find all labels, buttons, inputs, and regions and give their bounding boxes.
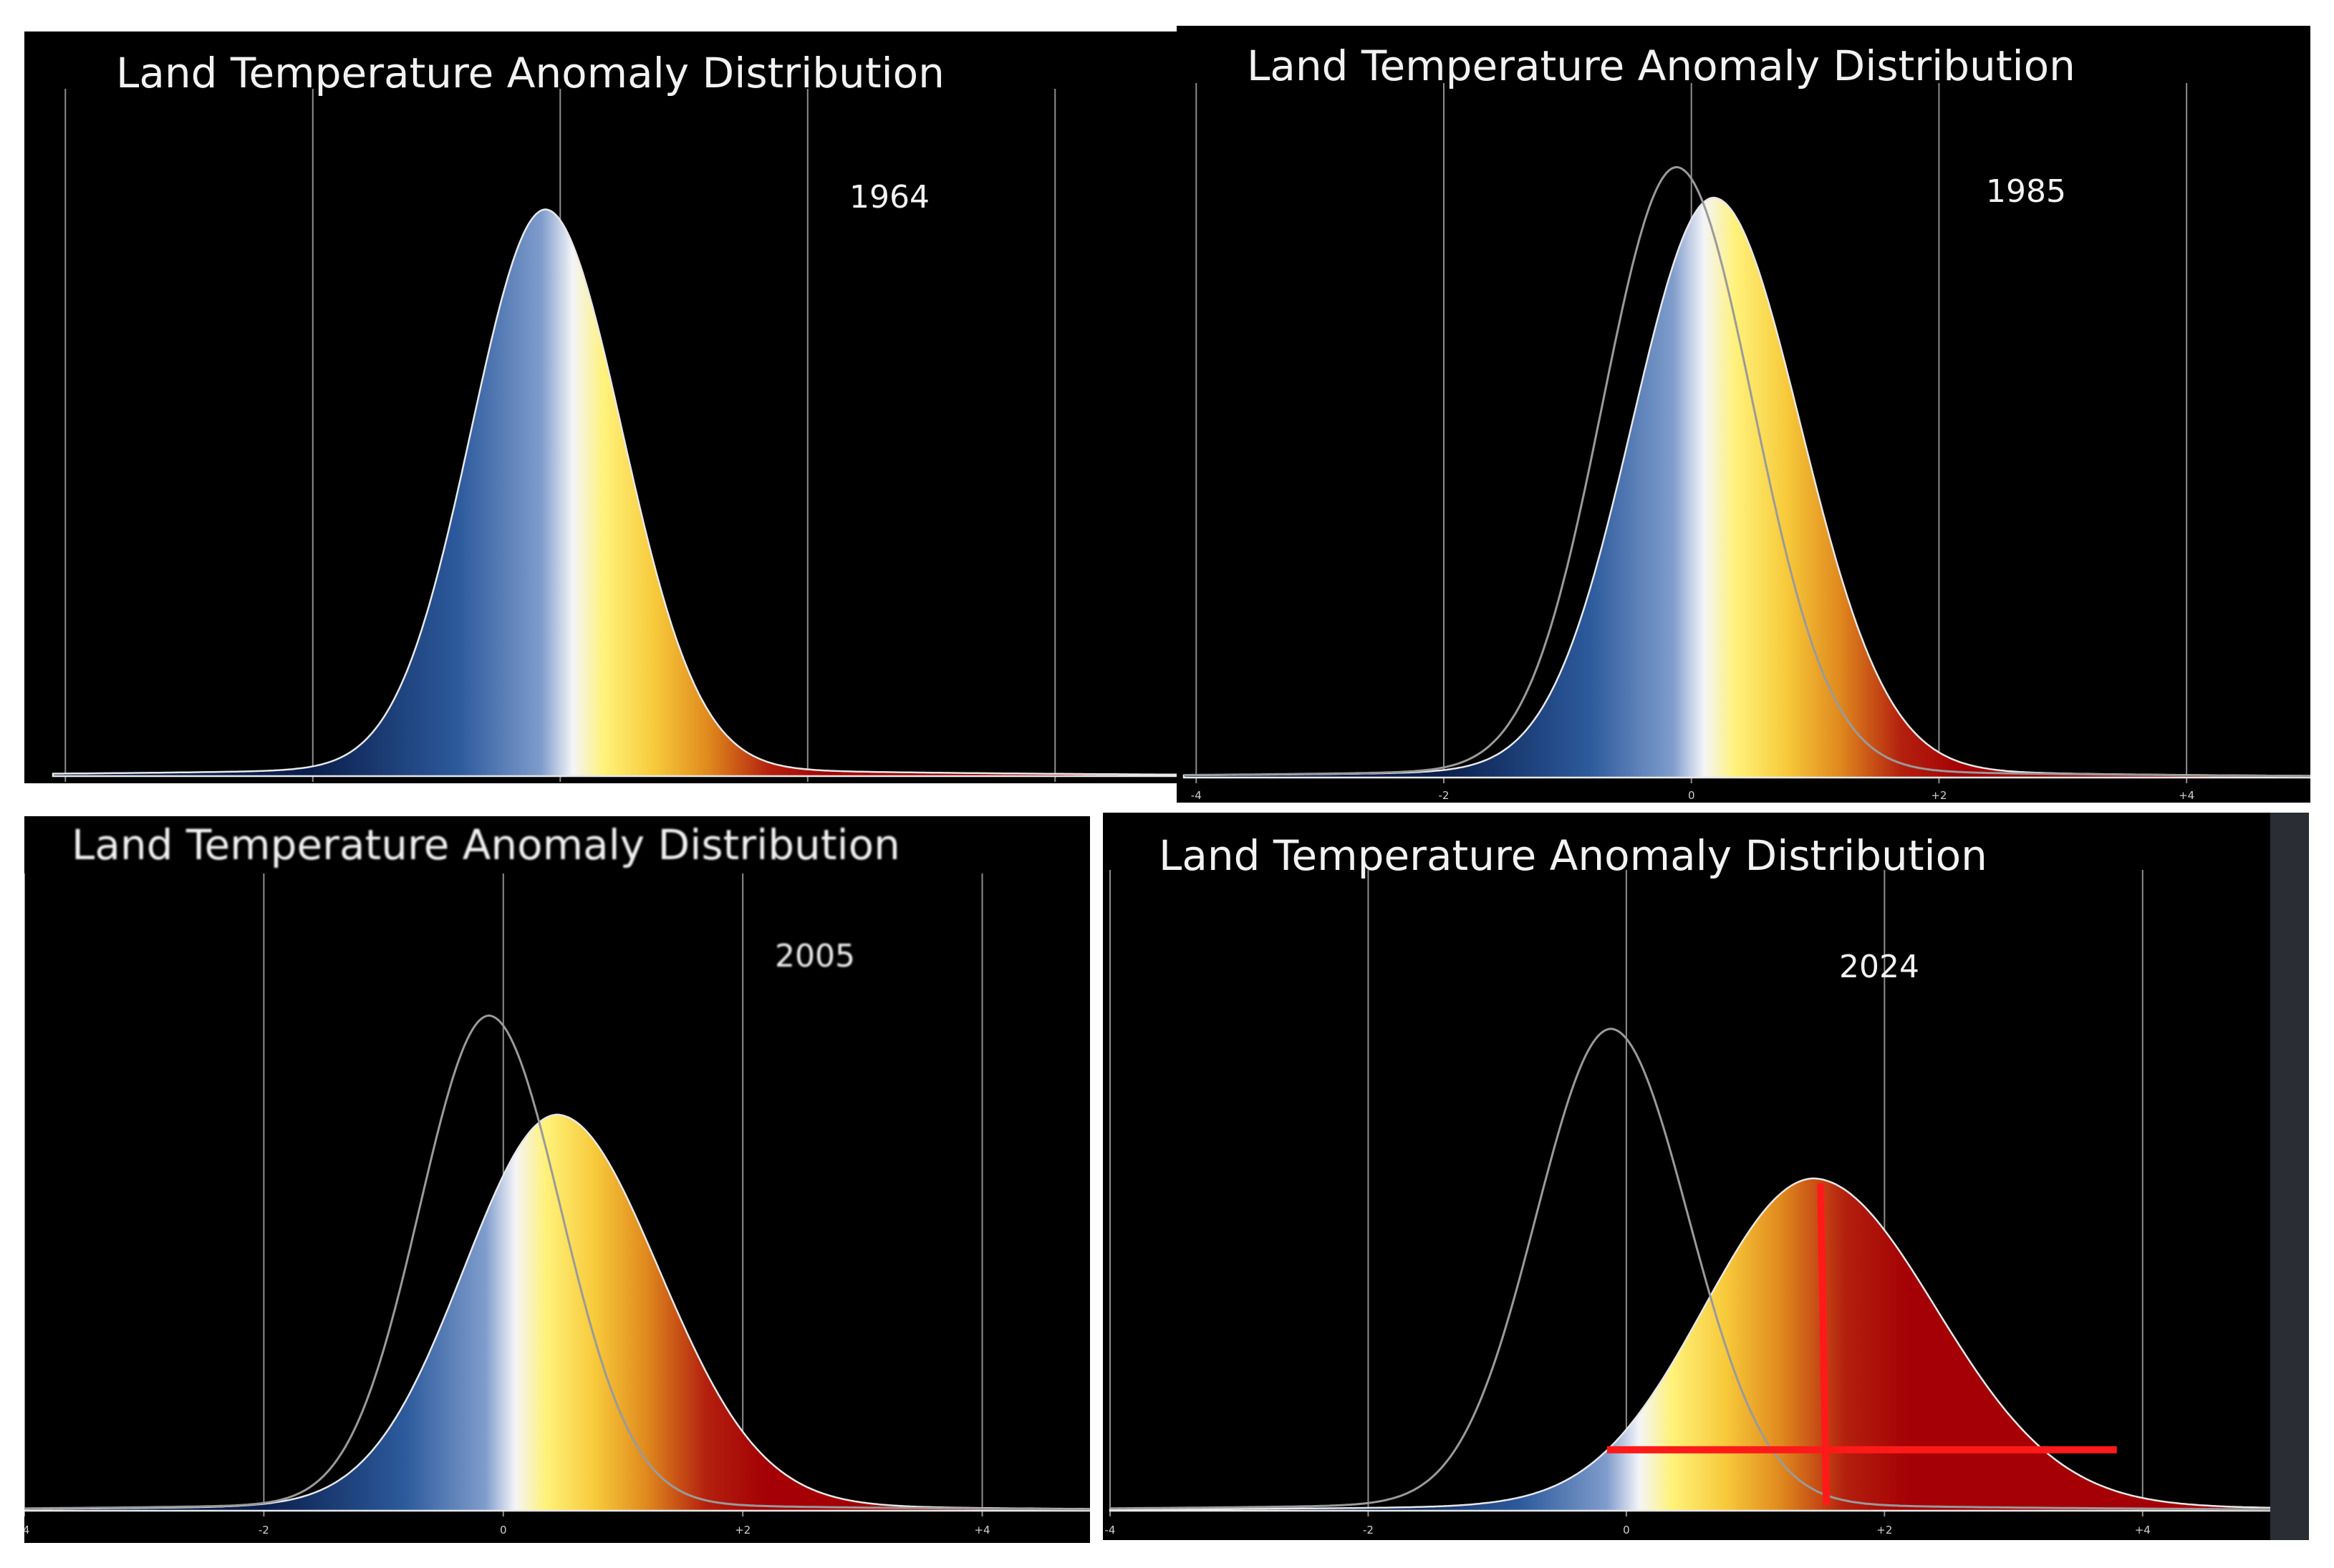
- tick-label: +2: [1931, 789, 1947, 802]
- year-label: 1964: [849, 179, 930, 216]
- distribution-area: [24, 1113, 1090, 1512]
- tick-label: 0: [500, 1524, 507, 1536]
- distribution-area: [1182, 196, 2310, 779]
- tick-label: -4: [1105, 1524, 1116, 1536]
- panel-1985: -4 -2 0 +2 +4 Land Temperature Anomaly Distr…: [1177, 26, 2310, 803]
- chart-title: Land Temperature Anomaly Distribution: [1247, 42, 2075, 90]
- year-label: 2024: [1839, 949, 1919, 985]
- panel-2005: -4 -2 0 +2 +4 Land Temperature Anomaly Distr…: [24, 816, 1090, 1543]
- chart-title: Land Temperature Anomaly Distribution: [116, 49, 945, 97]
- distribution-chart-2005: -4 -2 0 +2 +4: [24, 873, 1090, 1536]
- chart-title: Land Temperature Anomaly Distribution: [72, 821, 900, 869]
- tick-label: -4: [1191, 789, 1202, 802]
- panel-2024: -4 -2 0 +2 +4 Land Temperature Anomaly Distr…: [1103, 813, 2272, 1540]
- distribution-chart-2024: -4 -2 0 +2 +4: [1105, 870, 2272, 1536]
- distribution-area: [1109, 1177, 2272, 1512]
- distribution-area: [52, 208, 1179, 778]
- tick-label: +2: [735, 1524, 751, 1536]
- reference-curve: [24, 1014, 1090, 1511]
- tick-label: +4: [974, 1524, 990, 1536]
- year-label: 1985: [1986, 173, 2066, 210]
- tick-label: 0: [1688, 789, 1695, 802]
- year-label: 2005: [775, 938, 855, 974]
- reference-curve: [1110, 1027, 2272, 1511]
- marker-vertical: [1817, 1183, 1831, 1506]
- panel-1964: -4-20+2+4 Land Temperature Anomaly Distr…: [24, 32, 1179, 783]
- side-strip: [2270, 813, 2309, 1540]
- tick-label: 0: [1623, 1524, 1630, 1536]
- reference-curve: [1184, 165, 2310, 778]
- chart-title: Land Temperature Anomaly Distribution: [1159, 831, 1987, 880]
- tick-label: -2: [1363, 1524, 1374, 1536]
- distribution-chart-1985: -4 -2 0 +2 +4: [1182, 83, 2310, 802]
- tick-label: -2: [1439, 789, 1450, 802]
- distribution-chart-1964: -4-20+2+4: [52, 89, 1179, 782]
- tick-label: +4: [2179, 789, 2194, 802]
- tick-label: -2: [259, 1524, 269, 1536]
- tick-label: -4: [24, 1524, 29, 1536]
- tick-label: +2: [1876, 1524, 1892, 1536]
- tick-label: +4: [2135, 1524, 2151, 1536]
